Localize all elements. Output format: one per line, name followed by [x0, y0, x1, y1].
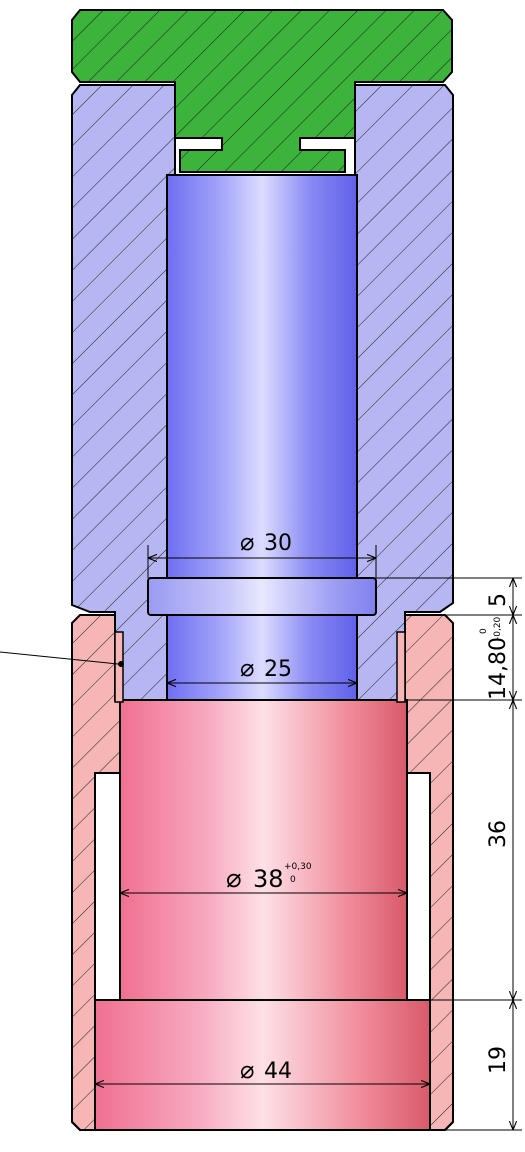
dim-collar-height: 5: [486, 593, 511, 607]
dim-base-bore: ⌀ 44: [95, 1056, 430, 1084]
body-part: [71, 84, 454, 703]
dim-shoulder-tol-upper: 0: [479, 628, 489, 634]
dim-top-bore-value: 30: [264, 531, 292, 556]
dim-base-bore-value: 44: [264, 1059, 292, 1084]
groove-left: [114, 631, 124, 703]
dim-sleeve-bore: ⌀ 38 +0,30 0: [120, 862, 407, 894]
dim-base-height: 19: [486, 1046, 511, 1074]
cap-top: [71, 9, 453, 173]
cap-part: [71, 9, 453, 173]
dim-lower-bore: ⌀ 25: [167, 654, 357, 683]
dim-sleeve-bore-tol-upper: +0,30: [284, 862, 312, 872]
dim-lower-bore-value: 25: [264, 657, 292, 682]
dim-sleeve-height: 36: [486, 820, 511, 848]
dim-shoulder-height: 14,80: [486, 637, 511, 700]
groove-right: [396, 631, 406, 703]
sleeve-part: [71, 614, 454, 1131]
dim-top-bore-symbol: ⌀: [240, 528, 254, 556]
dim-shoulder-tol-lower: -0,20: [493, 616, 503, 640]
dim-lower-bore-symbol: ⌀: [240, 654, 254, 682]
dim-sleeve-bore-value: 38: [253, 865, 284, 893]
dim-base-bore-symbol: ⌀: [240, 1056, 254, 1084]
dim-top-bore: ⌀ 30: [147, 528, 377, 578]
sleeve-bore-38-body: [119, 699, 408, 1001]
sleeve-bore-44: [94, 999, 431, 1131]
dim-vertical-set: 5 14,80 0 -0,20 36 19: [376, 577, 522, 1131]
dim-sleeve-bore-tol-lower: 0: [290, 875, 296, 885]
dim-sleeve-bore-symbol: ⌀: [226, 864, 242, 894]
leader-line: [0, 651, 124, 667]
body-bore-lower: [166, 614, 358, 701]
body-bore-upper: [166, 174, 358, 579]
collar-30: [147, 577, 377, 616]
